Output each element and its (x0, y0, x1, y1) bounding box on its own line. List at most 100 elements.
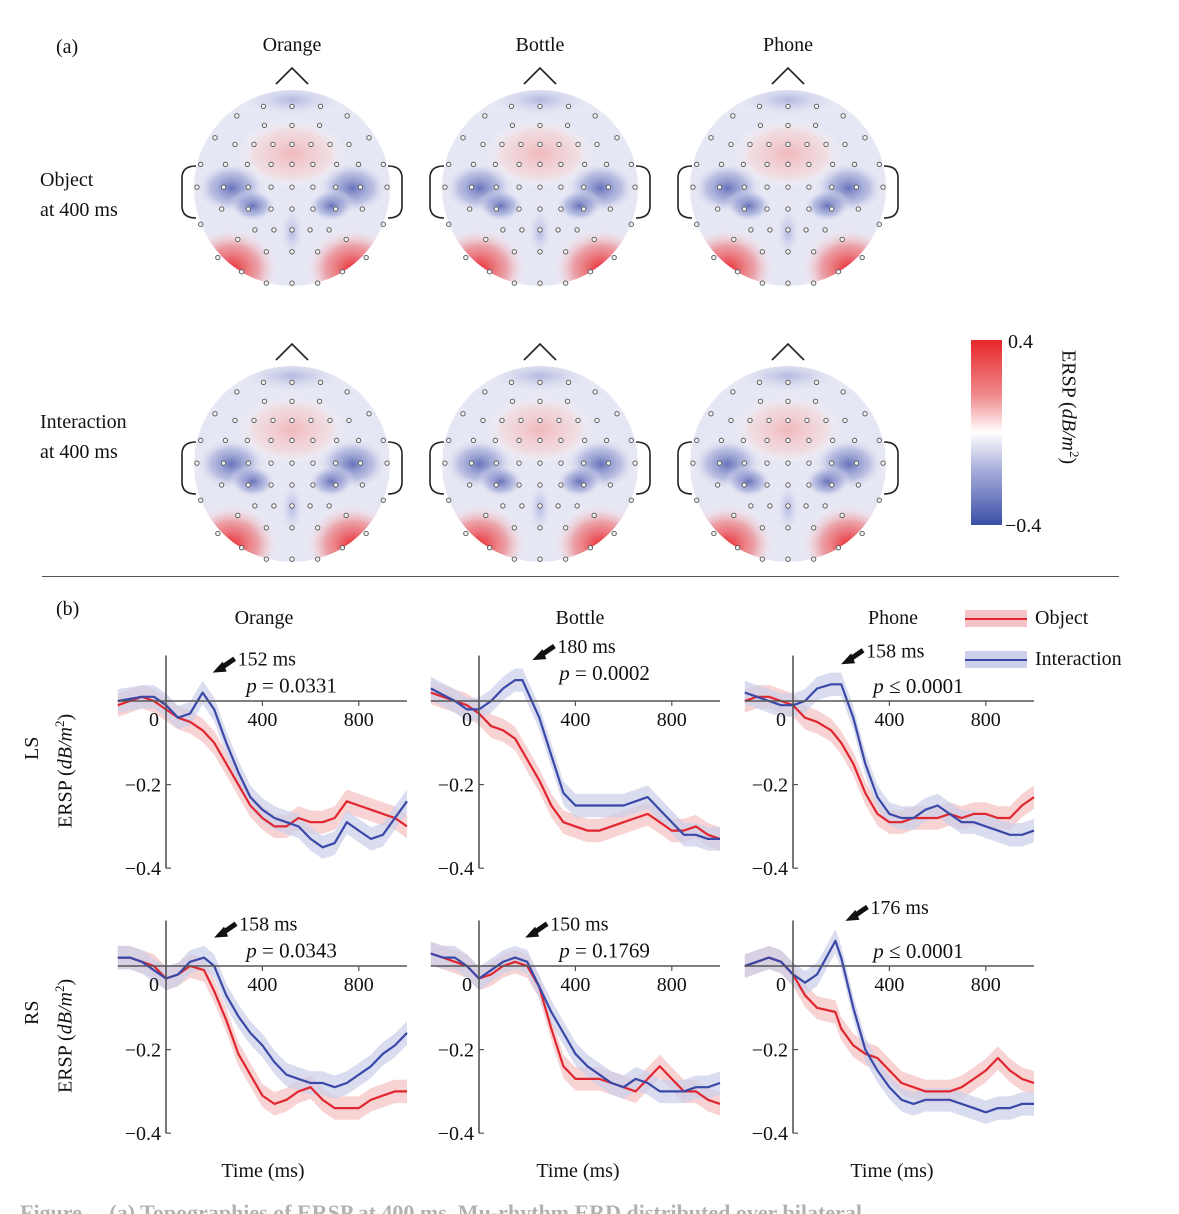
electrode (537, 103, 543, 109)
x-tick-label: 400 (560, 974, 590, 996)
legend: Object Interaction (965, 606, 1165, 676)
electrode (289, 280, 295, 286)
electrode (734, 269, 741, 275)
electrode (289, 556, 295, 562)
electrode (812, 122, 819, 129)
electrode (829, 206, 835, 212)
electrode (785, 503, 791, 509)
electrode (355, 161, 362, 167)
electrode (785, 525, 791, 531)
electrode (708, 411, 714, 417)
x-tick-label: 0 (776, 709, 786, 731)
electrode (315, 280, 321, 286)
electrode (516, 184, 522, 190)
electrode (716, 460, 723, 466)
plot-ls-phone: 0 400 800 −0.2 −0.4 158 ms p ≤ 0.0001 (744, 640, 1035, 880)
electrode (785, 482, 791, 488)
electrode (308, 417, 314, 424)
peak-latency-label: 150 ms (550, 914, 609, 936)
electrode (511, 525, 517, 531)
electrode (785, 122, 791, 129)
electrode (537, 141, 543, 148)
row-title-line2: at 400 ms (40, 441, 118, 463)
electrode (766, 417, 772, 424)
electrode (235, 512, 241, 519)
electrode (261, 122, 268, 129)
electrode (222, 437, 229, 443)
electrode (310, 482, 316, 488)
electrode (537, 249, 543, 255)
electrode (289, 482, 295, 488)
p-symbol: p (557, 661, 570, 685)
electrode (880, 184, 886, 190)
legend-label-object: Object (1035, 607, 1089, 629)
electrode (509, 398, 516, 405)
electrode (785, 141, 791, 148)
electrode (339, 269, 346, 275)
electrode (694, 221, 700, 227)
electrode (289, 122, 295, 129)
electrode (346, 141, 352, 148)
p-symbol: p (871, 674, 884, 698)
electrode (198, 221, 204, 227)
electrode (268, 437, 274, 443)
electrode (806, 437, 812, 443)
p-value-label: p = 0.0331 (244, 674, 337, 698)
electrode (537, 482, 543, 488)
electrode (804, 417, 810, 424)
electrode (468, 460, 475, 466)
electrode (822, 503, 828, 509)
electrode (607, 206, 613, 212)
electrode (289, 398, 295, 405)
electrode (859, 254, 865, 261)
panel-a-label: (a) (56, 36, 79, 58)
electrode (252, 503, 258, 509)
electrode (380, 437, 386, 443)
electrode (232, 417, 238, 424)
electrode (380, 161, 386, 167)
plot-column-title-bottle: Bottle (555, 607, 605, 629)
confidence-band-interaction (430, 668, 720, 851)
peak-latency-label: 158 ms (866, 640, 925, 662)
electrode (492, 161, 498, 167)
electrode (853, 460, 860, 466)
electrode (730, 113, 736, 119)
electrode (803, 503, 809, 509)
p-value-label: p = 0.0343 (244, 939, 337, 963)
electrode (876, 497, 882, 503)
electrode (310, 206, 316, 212)
electrode (823, 141, 829, 148)
electrode (245, 184, 251, 190)
electrode (307, 503, 313, 509)
p-value: ≤ 0.0001 (884, 674, 964, 698)
electrode (603, 437, 610, 443)
electrode (757, 398, 764, 405)
electrode (740, 437, 746, 443)
electrode (829, 460, 835, 466)
electrode (785, 184, 791, 190)
electrode (317, 103, 324, 109)
figure-caption-clipped: Figure ... (a) Topographies of ERSP at 4… (20, 1200, 884, 1214)
electrode (813, 379, 820, 385)
electrode (289, 525, 295, 531)
electrode (537, 184, 543, 190)
confidence-band-interaction (117, 680, 408, 859)
plot-column-title-phone: Phone (868, 607, 918, 629)
electrode (741, 482, 747, 488)
electrode (518, 141, 524, 148)
electrode (575, 141, 581, 148)
electrode (587, 269, 594, 275)
electrode (806, 460, 812, 466)
electrode (508, 103, 515, 109)
electrode (499, 141, 505, 148)
left-ear-marker (181, 165, 197, 219)
electrode (343, 512, 349, 519)
topo-maps (181, 66, 899, 562)
left-ear-marker (429, 165, 445, 219)
electrode (316, 122, 323, 129)
electrode (537, 437, 543, 443)
electrode (289, 503, 295, 509)
electrode (271, 503, 277, 509)
electrode (343, 236, 349, 243)
